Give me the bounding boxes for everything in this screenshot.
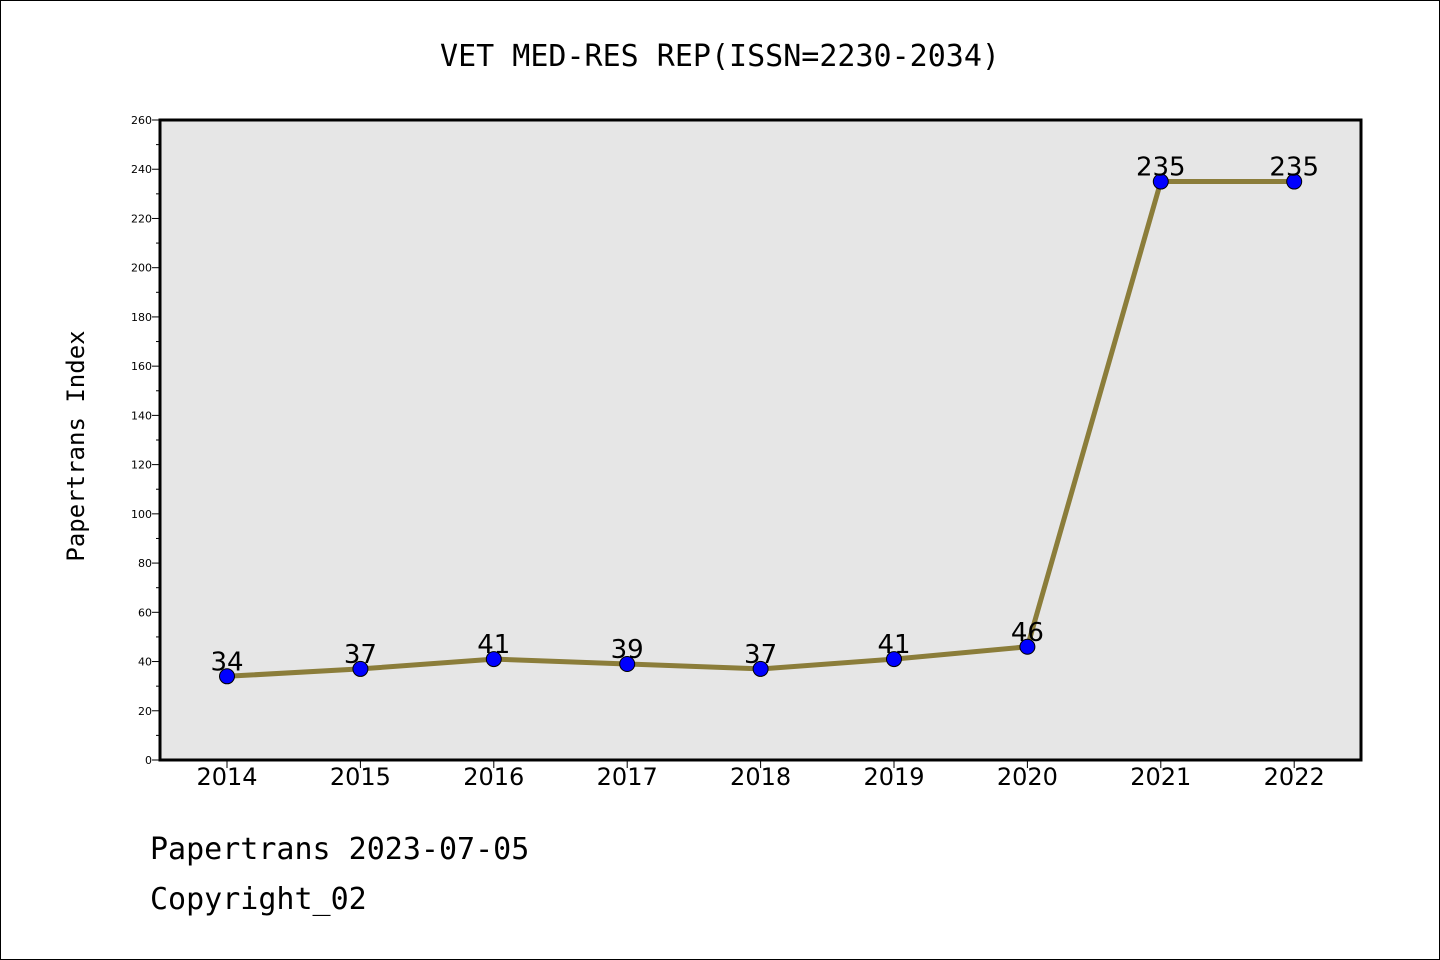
data-label: 46 xyxy=(1011,618,1044,648)
data-point xyxy=(619,656,636,672)
y-tick-label: 260 xyxy=(131,114,152,127)
x-tick-label: 2015 xyxy=(330,763,391,791)
data-point xyxy=(752,660,769,677)
data-label: 235 xyxy=(1136,153,1186,183)
data-point xyxy=(352,660,369,677)
y-tick-label: 220 xyxy=(131,212,152,225)
data-label: 34 xyxy=(210,647,243,677)
ticks-layer: 0 20 40 60 80 100 120 140 160 180 200 220 240 260 2014… xyxy=(131,114,1325,791)
x-tick-label: 2018 xyxy=(730,763,791,791)
data-label: 41 xyxy=(477,630,510,660)
data-point xyxy=(1152,173,1169,190)
x-tick-label: 2022 xyxy=(1264,763,1325,791)
y-tick-label: 240 xyxy=(131,163,152,176)
y-axis-label: Papertrans Index xyxy=(62,330,90,561)
data-label: 39 xyxy=(611,635,644,665)
x-tick-label: 2021 xyxy=(1130,763,1191,791)
y-tick-label: 60 xyxy=(138,606,152,619)
x-tick-label: 2016 xyxy=(463,763,524,791)
data-label: 37 xyxy=(744,640,777,670)
y-tick-label: 80 xyxy=(138,557,152,570)
y-tick-label: 200 xyxy=(131,262,152,275)
x-tick-label: 2020 xyxy=(997,763,1058,791)
y-tick-label: 100 xyxy=(131,508,152,521)
footer-date: Papertrans 2023-07-05 xyxy=(150,832,530,867)
y-tick-label: 0 xyxy=(145,754,152,767)
y-tick-label: 40 xyxy=(138,656,152,669)
y-tick-label: 20 xyxy=(138,705,152,718)
plot-area xyxy=(158,118,1363,762)
x-tick-label: 2017 xyxy=(597,763,658,791)
data-point xyxy=(1019,638,1036,655)
data-label: 37 xyxy=(344,640,377,670)
x-tick-label: 2019 xyxy=(863,763,924,791)
data-label: 41 xyxy=(877,630,910,660)
y-tick-label: 120 xyxy=(131,459,152,472)
chart-title: VET MED-RES REP(ISSN=2230-2034) xyxy=(440,39,1000,74)
y-tick-label: 160 xyxy=(131,360,152,373)
y-tick-label: 140 xyxy=(131,409,152,422)
footer-copyright: Copyright_02 xyxy=(150,882,367,917)
labels-layer: 34 37 41 39 37 41 46 235 235 xyxy=(210,153,1319,678)
x-tick-label: 2014 xyxy=(196,763,257,791)
series-layer xyxy=(219,173,1303,685)
data-point xyxy=(219,668,235,685)
data-point xyxy=(485,651,502,668)
data-label: 235 xyxy=(1269,153,1319,183)
data-point xyxy=(886,651,902,668)
data-point xyxy=(1286,173,1303,190)
y-tick-label: 180 xyxy=(131,311,152,324)
